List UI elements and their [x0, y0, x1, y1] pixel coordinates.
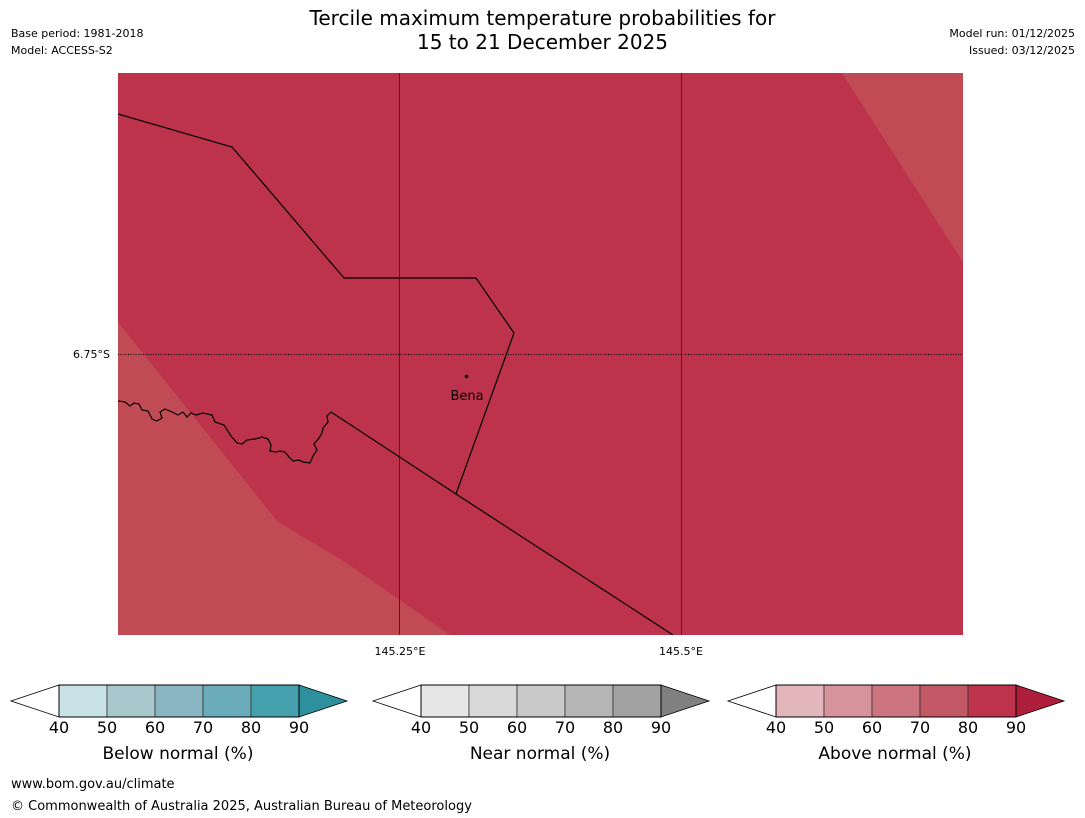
footer-copyright: © Commonwealth of Australia 2025, Austra…: [11, 799, 472, 814]
longitude-label-145-25: 145.25°E: [375, 645, 426, 658]
base-period: Base period: 1981-2018: [11, 27, 144, 40]
colorbar-near-graphic: [371, 684, 711, 718]
colorbar-arrow-low: [9, 684, 60, 718]
colorbar-outline: [775, 684, 1017, 718]
issued-date: Issued: 03/12/2025: [968, 44, 1075, 57]
colorbar-tick-label: 80: [602, 718, 624, 737]
colorbar-tick-label: 80: [240, 718, 262, 737]
colorbar-segment: [823, 684, 873, 718]
colorbar-arrow-low: [371, 684, 422, 718]
colorbar-tick-label: 80: [957, 718, 979, 737]
colorbar-segment: [250, 684, 300, 718]
town-label: Bena: [450, 389, 483, 404]
province-boundary-south: [330, 411, 674, 635]
colorbar-tick-label: 90: [288, 718, 310, 737]
chart-title: Tercile maximum temperature probabilitie…: [0, 6, 1085, 54]
footer: www.bom.gov.au/climate © Commonwealth of…: [11, 774, 472, 818]
colorbar-tick-label: 40: [48, 718, 70, 737]
colorbar-tick-label: 60: [861, 718, 883, 737]
colorbar-arrow-low: [726, 684, 777, 718]
colorbar-tick-label: 60: [506, 718, 528, 737]
colorbar-arrow-high: [1015, 684, 1066, 718]
meta-left: Base period: 1981-2018 Model: ACCESS-S2: [11, 25, 143, 59]
title-line-2: 15 to 21 December 2025: [416, 30, 668, 54]
title-line-1: Tercile maximum temperature probabilitie…: [309, 6, 776, 30]
colorbar-segment: [58, 684, 108, 718]
colorbar-segment: [106, 684, 156, 718]
colorbar-arrow-high: [298, 684, 349, 718]
town-marker: [464, 374, 469, 379]
colorbar-above-label: Above normal (%): [818, 744, 972, 764]
colorbar-tick-label: 40: [410, 718, 432, 737]
colorbar-segment: [775, 684, 825, 718]
colorbar-segment: [919, 684, 969, 718]
colorbar-segment: [564, 684, 614, 718]
colorbar-tick-label: 40: [765, 718, 787, 737]
colorbar-tick-label: 70: [554, 718, 576, 737]
province-boundary: [118, 113, 515, 495]
colorbar-tick-label: 90: [1005, 718, 1027, 737]
footer-website: www.bom.gov.au/climate: [11, 777, 175, 792]
meta-right: Model run: 01/12/2025 Issued: 03/12/2025: [949, 25, 1075, 59]
colorbar-segment: [967, 684, 1017, 718]
colorbar-segment: [871, 684, 921, 718]
colorbar-tick-label: 50: [458, 718, 480, 737]
colorbar-tick-label: 50: [96, 718, 118, 737]
model-name: Model: ACCESS-S2: [11, 44, 113, 57]
probability-region-northeast: [842, 73, 963, 262]
colorbar-segment: [612, 684, 662, 718]
colorbar-tick-label: 50: [813, 718, 835, 737]
colorbar-above-graphic: [726, 684, 1066, 718]
colorbar-segment: [202, 684, 252, 718]
probability-region-southwest: [118, 322, 450, 635]
model-run: Model run: 01/12/2025: [949, 27, 1075, 40]
colorbar-tick-label: 70: [192, 718, 214, 737]
colorbar-below-label: Below normal (%): [102, 744, 254, 764]
latitude-label: 6.75°S: [73, 348, 110, 361]
colorbar-segment: [420, 684, 470, 718]
longitude-label-145-5: 145.5°E: [659, 645, 703, 658]
colorbar-tick-label: 90: [650, 718, 672, 737]
colorbar-tick-label: 60: [144, 718, 166, 737]
colorbar-segment: [468, 684, 518, 718]
colorbar-arrow-high: [660, 684, 711, 718]
colorbar-outline: [58, 684, 300, 718]
coastline: [118, 400, 332, 464]
colorbar-segment: [516, 684, 566, 718]
colorbar-below-graphic: [9, 684, 349, 718]
colorbar-tick-label: 70: [909, 718, 931, 737]
colorbar-outline: [420, 684, 662, 718]
colorbar-near-label: Near normal (%): [469, 744, 611, 764]
colorbar-segment: [154, 684, 204, 718]
